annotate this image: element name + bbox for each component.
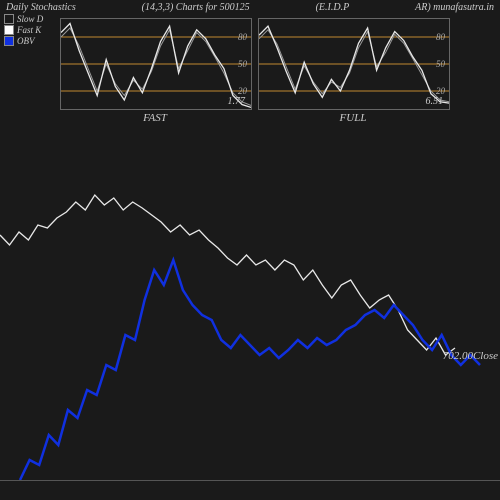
svg-text:80: 80 — [238, 32, 248, 42]
svg-text:20: 20 — [238, 86, 248, 96]
title-left: Daily Stochastics — [6, 2, 76, 13]
main-chart: 702.00Close — [0, 140, 500, 481]
svg-text:20: 20 — [436, 86, 446, 96]
title-center-right: (E.I.D.P — [316, 2, 350, 13]
legend-item-fast-k: Fast K — [4, 25, 43, 36]
legend-label: Fast K — [17, 25, 41, 36]
legend-label: Slow D — [17, 14, 43, 25]
fast-value: 1.77 — [228, 96, 246, 107]
full-title: FULL — [258, 112, 448, 124]
legend-label: OBV — [17, 36, 35, 47]
legend: Slow D Fast K OBV — [4, 14, 43, 46]
svg-text:50: 50 — [436, 59, 446, 69]
legend-item-obv: OBV — [4, 36, 43, 47]
fast-title: FAST — [60, 112, 250, 124]
legend-box — [4, 36, 14, 46]
full-value: 6.51 — [426, 96, 444, 107]
svg-text:80: 80 — [436, 32, 446, 42]
header-bar: Daily Stochastics (14,3,3) Charts for 50… — [0, 0, 500, 15]
legend-box — [4, 25, 14, 35]
fast-panel: 20 50 80 1.77 FAST — [60, 18, 250, 124]
full-panel: 20 50 80 6.51 FULL — [258, 18, 448, 124]
title-right: AR) munafasutra.in — [415, 2, 494, 13]
main-chart-svg — [0, 140, 500, 480]
close-label: 702.00Close — [443, 350, 498, 362]
svg-text:50: 50 — [238, 59, 248, 69]
full-chart-svg: 20 50 80 — [259, 19, 449, 109]
fast-chart: 20 50 80 1.77 — [60, 18, 252, 110]
legend-box — [4, 14, 14, 24]
title-center-left: (14,3,3) Charts for 500125 — [142, 2, 250, 13]
fast-chart-svg: 20 50 80 — [61, 19, 251, 109]
legend-item-slow-d: Slow D — [4, 14, 43, 25]
stochastic-panels: 20 50 80 1.77 FAST 20 50 80 6.51 FULL — [60, 18, 448, 124]
full-chart: 20 50 80 6.51 — [258, 18, 450, 110]
